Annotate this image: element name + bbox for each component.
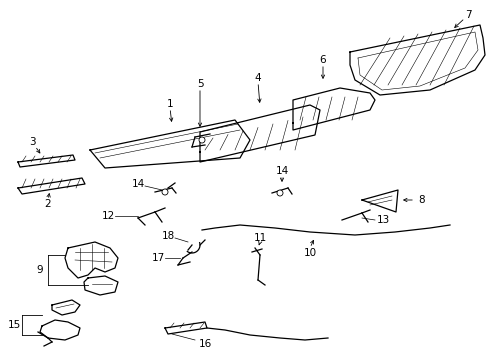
Text: 9: 9 [37, 265, 43, 275]
Polygon shape [40, 320, 80, 340]
Text: 10: 10 [303, 248, 316, 258]
Polygon shape [18, 178, 85, 194]
Polygon shape [361, 190, 397, 212]
Circle shape [162, 189, 168, 195]
Polygon shape [90, 120, 249, 168]
Polygon shape [164, 322, 206, 334]
Text: 1: 1 [166, 99, 173, 109]
Polygon shape [200, 105, 319, 162]
Text: 6: 6 [319, 55, 325, 65]
Text: 13: 13 [376, 215, 389, 225]
Text: 14: 14 [275, 166, 288, 176]
Text: 4: 4 [254, 73, 261, 83]
Text: 3: 3 [29, 137, 35, 147]
Text: 2: 2 [44, 199, 51, 209]
Polygon shape [292, 88, 374, 130]
Text: 8: 8 [418, 195, 425, 205]
Text: 7: 7 [464, 10, 470, 20]
Circle shape [199, 137, 204, 143]
Text: 14: 14 [131, 179, 144, 189]
Polygon shape [52, 300, 80, 315]
Text: 15: 15 [7, 320, 20, 330]
Text: 17: 17 [151, 253, 164, 263]
Polygon shape [65, 242, 118, 278]
Text: 5: 5 [196, 79, 203, 89]
Text: 11: 11 [253, 233, 266, 243]
Circle shape [276, 190, 283, 196]
Polygon shape [18, 155, 75, 167]
Text: 16: 16 [198, 339, 211, 349]
Text: 12: 12 [101, 211, 114, 221]
Polygon shape [84, 276, 118, 295]
Polygon shape [349, 25, 484, 95]
Text: 18: 18 [161, 231, 174, 241]
